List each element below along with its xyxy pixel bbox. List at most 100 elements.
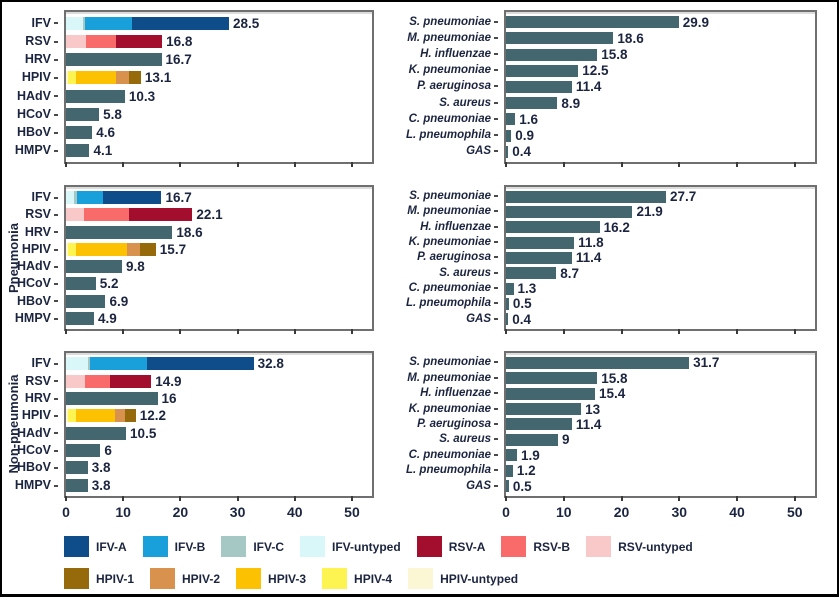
x-tick-label: 20	[172, 504, 189, 520]
legend-item-RSV-B: RSV-B	[501, 536, 570, 557]
legend-row-1: IFV-A IFV-B IFV-C IFV-untyped RSV-A RSV-B RSV-…	[64, 536, 709, 557]
value-label: 13.1	[144, 70, 172, 86]
value-label: 18.6	[176, 224, 203, 240]
bar	[66, 277, 96, 291]
category-label: HCoV	[0, 277, 58, 290]
bar	[66, 71, 141, 85]
bar	[506, 418, 572, 431]
category-label: M. pneumoniae	[402, 32, 498, 45]
x-tick	[236, 496, 239, 501]
legend-item-IFV-B: IFV-B	[142, 536, 206, 557]
category-label: HPIV	[0, 242, 58, 256]
value-label: 16.7	[165, 52, 192, 68]
bar-segment-HPIV-2	[115, 409, 126, 423]
value-label: 8.7	[560, 265, 580, 281]
x-tick	[236, 329, 239, 334]
bar-segment-RSV-B	[83, 208, 130, 222]
legend-label: IFV-untyped	[332, 539, 401, 554]
bar	[506, 80, 572, 93]
x-tick	[350, 496, 353, 501]
x-tick-label: 40	[286, 504, 303, 520]
x-tick	[678, 162, 681, 167]
value-label: 21.9	[636, 204, 663, 220]
x-tick	[179, 162, 182, 167]
y-tick	[54, 77, 58, 80]
y-tick	[54, 196, 58, 199]
legend-label: IFV-B	[174, 539, 206, 554]
bar-row: RSV 14.9	[25, 374, 372, 388]
category-label: HAdV	[0, 426, 58, 440]
y-tick	[494, 225, 498, 228]
bar-segment-bar	[66, 260, 123, 274]
category-label: C. pneumoniae	[402, 113, 498, 126]
value-label: 0.9	[515, 128, 534, 144]
y-tick	[494, 256, 498, 259]
value-label: 10.5	[130, 425, 157, 441]
value-label: 22.1	[196, 207, 223, 223]
value-label: 13	[585, 401, 601, 417]
category-label: P. aeruginosa	[402, 80, 498, 93]
bar-segment-bar	[506, 282, 514, 295]
x-tick	[293, 329, 296, 334]
bar-segment-bar	[506, 113, 516, 126]
x-tick	[505, 496, 507, 501]
x-tick	[293, 162, 296, 167]
x-tick	[122, 329, 125, 334]
bar-segment-bar	[506, 372, 598, 385]
bar-segment-bar	[506, 267, 557, 280]
x-tick-label: 10	[555, 504, 572, 520]
bar	[66, 126, 93, 140]
category-label: HAdV	[0, 89, 58, 103]
value-label: 5.2	[99, 276, 119, 292]
category-label: HBoV	[0, 461, 58, 474]
bar-segment-bar	[66, 461, 88, 475]
category-label: L. pneumophila	[402, 464, 498, 477]
y-tick	[54, 283, 58, 286]
bars-area: IFV 32.8 RSV 14.9 HRV 16 HPIV 12.2 HAdV 10.5 HCoV 6…	[15, 353, 372, 496]
y-tick	[54, 317, 58, 320]
bar-segment-IFV-untyped	[66, 357, 88, 371]
bar-segment-bar	[506, 356, 690, 369]
x-tick	[562, 162, 565, 167]
category-label: HRV	[0, 225, 58, 239]
bar-segment-bar	[66, 225, 173, 239]
bar-row: P. aeruginosa 11.4	[417, 251, 815, 265]
bar	[506, 97, 558, 110]
legend-item-HPIV-4: HPIV-4	[322, 568, 392, 589]
value-label: 1.6	[519, 111, 539, 127]
bar-row: S. aureus 8.9	[439, 96, 815, 110]
y-tick	[494, 20, 498, 23]
category-label: L. pneumophila	[402, 297, 498, 310]
bar-row: IFV 28.5	[32, 16, 372, 30]
bar-segment-bar	[66, 126, 93, 140]
y-tick	[54, 231, 58, 234]
y-tick	[494, 101, 498, 104]
bar-row: HPIV 12.2	[22, 409, 372, 423]
y-tick	[494, 36, 498, 39]
category-label: C. pneumoniae	[402, 282, 498, 295]
bar	[506, 433, 558, 446]
bar-segment-HPIV-4	[67, 71, 77, 85]
y-tick	[54, 449, 58, 452]
x-tick	[793, 329, 796, 334]
bar	[506, 372, 598, 385]
y-tick	[494, 241, 498, 244]
category-label: P. aeruginosa	[402, 418, 498, 431]
bar-segment-bar	[506, 97, 558, 110]
y-tick	[494, 302, 498, 305]
category-label: RSV	[0, 208, 58, 221]
legend-item-HPIV-2: HPIV-2	[150, 568, 220, 589]
legend-label: HPIV-1	[96, 571, 135, 586]
x-tick-label: 20	[613, 504, 630, 520]
bar-segment-IFV-C	[87, 357, 90, 371]
value-label: 3.8	[91, 460, 111, 476]
bars-area: S. pneumoniae 31.7 M. pneumoniae 15.8 H. inf…	[406, 353, 815, 496]
category-label: GAS	[402, 313, 498, 326]
bar-row: H. influenzae 16.2	[420, 221, 815, 235]
x-tick	[236, 162, 239, 167]
legend-swatch	[408, 568, 434, 589]
x-tick	[65, 496, 67, 501]
legend-label: HPIV-2	[182, 571, 221, 586]
value-label: 12.5	[582, 63, 609, 79]
bar-segment-IFV-untyped	[66, 16, 84, 30]
